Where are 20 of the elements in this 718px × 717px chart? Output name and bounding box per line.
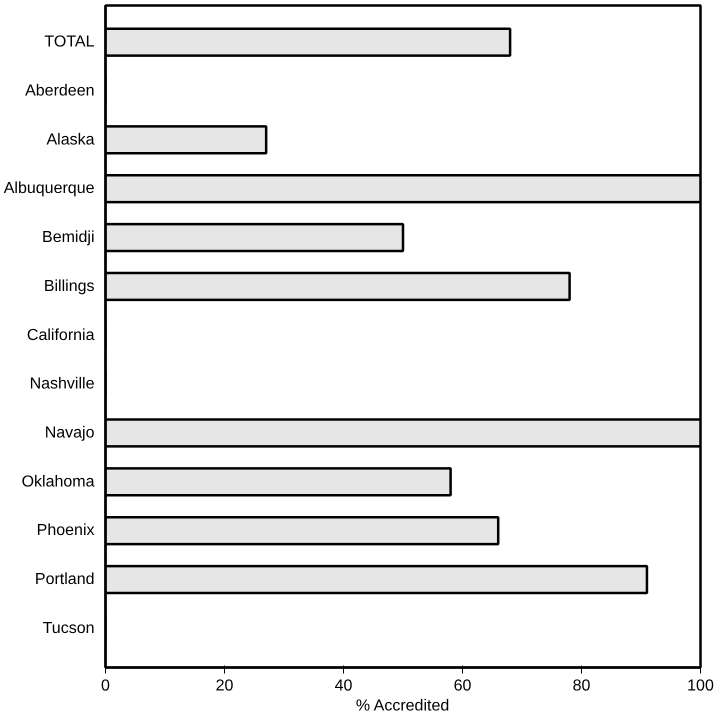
x-tick-label: 20 bbox=[216, 678, 234, 694]
y-tick-label: Alaska bbox=[46, 131, 95, 148]
x-tick-label: 0 bbox=[101, 678, 110, 694]
y-tick-label: Navajo bbox=[44, 424, 95, 442]
x-axis-title: % Accredited bbox=[356, 698, 450, 714]
y-tick-label: Billings bbox=[44, 278, 94, 295]
y-tick-label: Albuquerque bbox=[4, 180, 95, 198]
x-tick-label: 60 bbox=[454, 678, 472, 694]
y-tick-label: Nashville bbox=[30, 376, 95, 393]
y-tick-label: Oklahoma bbox=[22, 473, 95, 490]
y-tick-label: Aberdeen bbox=[25, 82, 94, 100]
y-tick-label: Bemidji bbox=[42, 229, 95, 246]
y-tick-label: Portland bbox=[34, 571, 94, 588]
y-tick-label: Tucson bbox=[42, 620, 94, 637]
x-tick-label: 100 bbox=[687, 678, 714, 694]
y-tick-label: California bbox=[26, 326, 95, 344]
y-tick-label: TOTAL bbox=[44, 34, 95, 51]
x-tick-label: 40 bbox=[334, 678, 352, 694]
y-tick-label: Phoenix bbox=[36, 522, 95, 540]
x-tick-label: 80 bbox=[572, 678, 590, 694]
